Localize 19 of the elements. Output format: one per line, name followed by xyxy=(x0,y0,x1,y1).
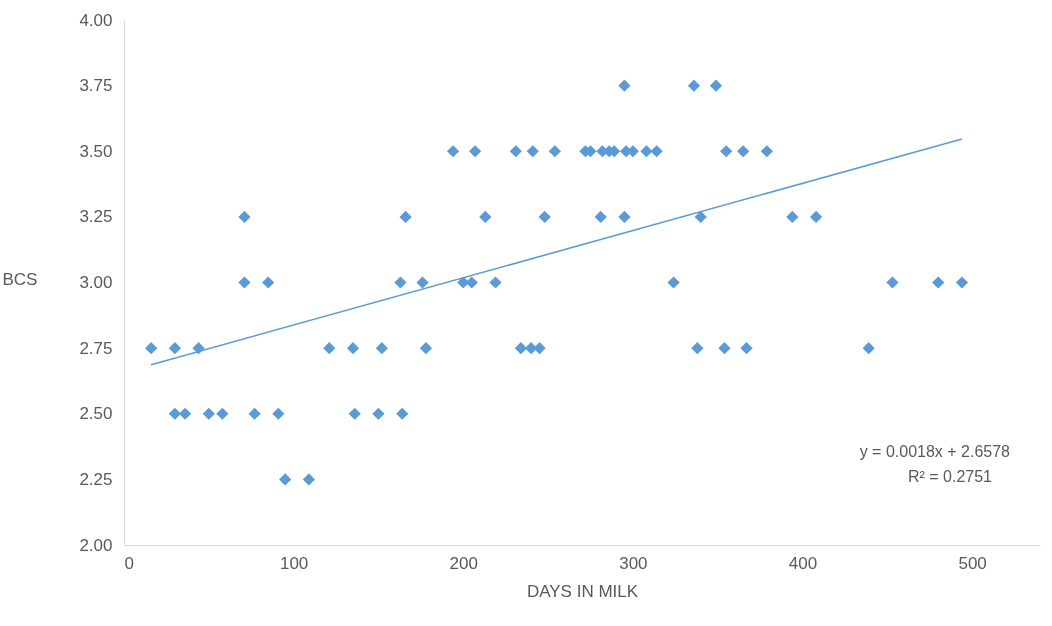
y-tick-label: 2.00 xyxy=(79,535,113,555)
y-tick-label: 2.25 xyxy=(79,469,113,489)
y-tick-label: 3.25 xyxy=(79,207,113,227)
y-tick-label: 3.50 xyxy=(79,141,113,161)
annotation: y = 0.0018x + 2.6578 xyxy=(859,443,1011,460)
x-tick-label: 0 xyxy=(124,553,134,573)
x-tick-label: 200 xyxy=(449,553,478,573)
y-tick-label: 2.75 xyxy=(79,338,113,358)
x-tick-label: 300 xyxy=(619,553,648,573)
y-tick-label: 4.00 xyxy=(79,10,113,30)
y-tick-label: 2.50 xyxy=(79,404,113,424)
x-tick-label: 400 xyxy=(788,553,818,573)
y-tick-label: 3.00 xyxy=(79,273,113,292)
y-axis-title: BCS xyxy=(2,270,38,289)
x-tick-label: 100 xyxy=(279,553,309,573)
y-tick-label: 3.75 xyxy=(79,76,113,96)
x-axis-title: DAYS IN MILK xyxy=(526,581,639,601)
annotation: R² = 0.2751 xyxy=(907,468,993,485)
x-tick-label: 500 xyxy=(958,553,987,573)
